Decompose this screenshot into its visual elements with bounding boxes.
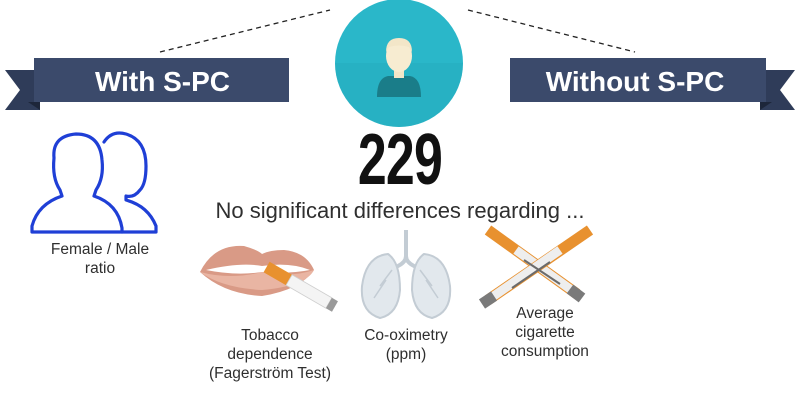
caption-cooximetry: Co-oximetry (ppm) [346, 326, 466, 364]
participant-total: 229 [357, 120, 443, 200]
caption-cooximetry-line2: (ppm) [385, 346, 427, 363]
two-people-icon [30, 131, 158, 234]
caption-dependence: Tobacco dependence (Fagerström Test) [190, 326, 350, 383]
caption-cooximetry-line1: Co-oximetry [364, 327, 448, 344]
lips-cigarette-icon [200, 245, 338, 312]
connector-line-left [159, 9, 331, 53]
without-spc-label: Without S-PC [545, 66, 725, 97]
connector-line-right [467, 9, 636, 53]
subtitle: No significant differences regarding ... [215, 198, 585, 223]
ribbon-left [5, 58, 289, 110]
crossed-cigarettes-icon [478, 225, 594, 309]
with-spc-label: With S-PC [94, 66, 231, 97]
caption-consumption: Average cigarette consumption [475, 304, 615, 361]
lungs-icon [360, 230, 452, 320]
caption-consumption-line3: consumption [501, 343, 589, 360]
caption-ratio-line1: Female / Male [50, 241, 150, 258]
caption-ratio-line2: ratio [84, 260, 116, 277]
caption-consumption-line1: Average [516, 305, 574, 322]
caption-ratio: Female / Male ratio [20, 240, 180, 278]
person-icon [335, 0, 463, 127]
caption-dependence-line3: (Fagerström Test) [208, 365, 332, 382]
caption-dependence-line1: Tobacco [241, 327, 299, 344]
ribbon-right [510, 58, 795, 110]
caption-dependence-line2: dependence [227, 346, 313, 363]
caption-consumption-line2: cigarette [515, 324, 575, 341]
